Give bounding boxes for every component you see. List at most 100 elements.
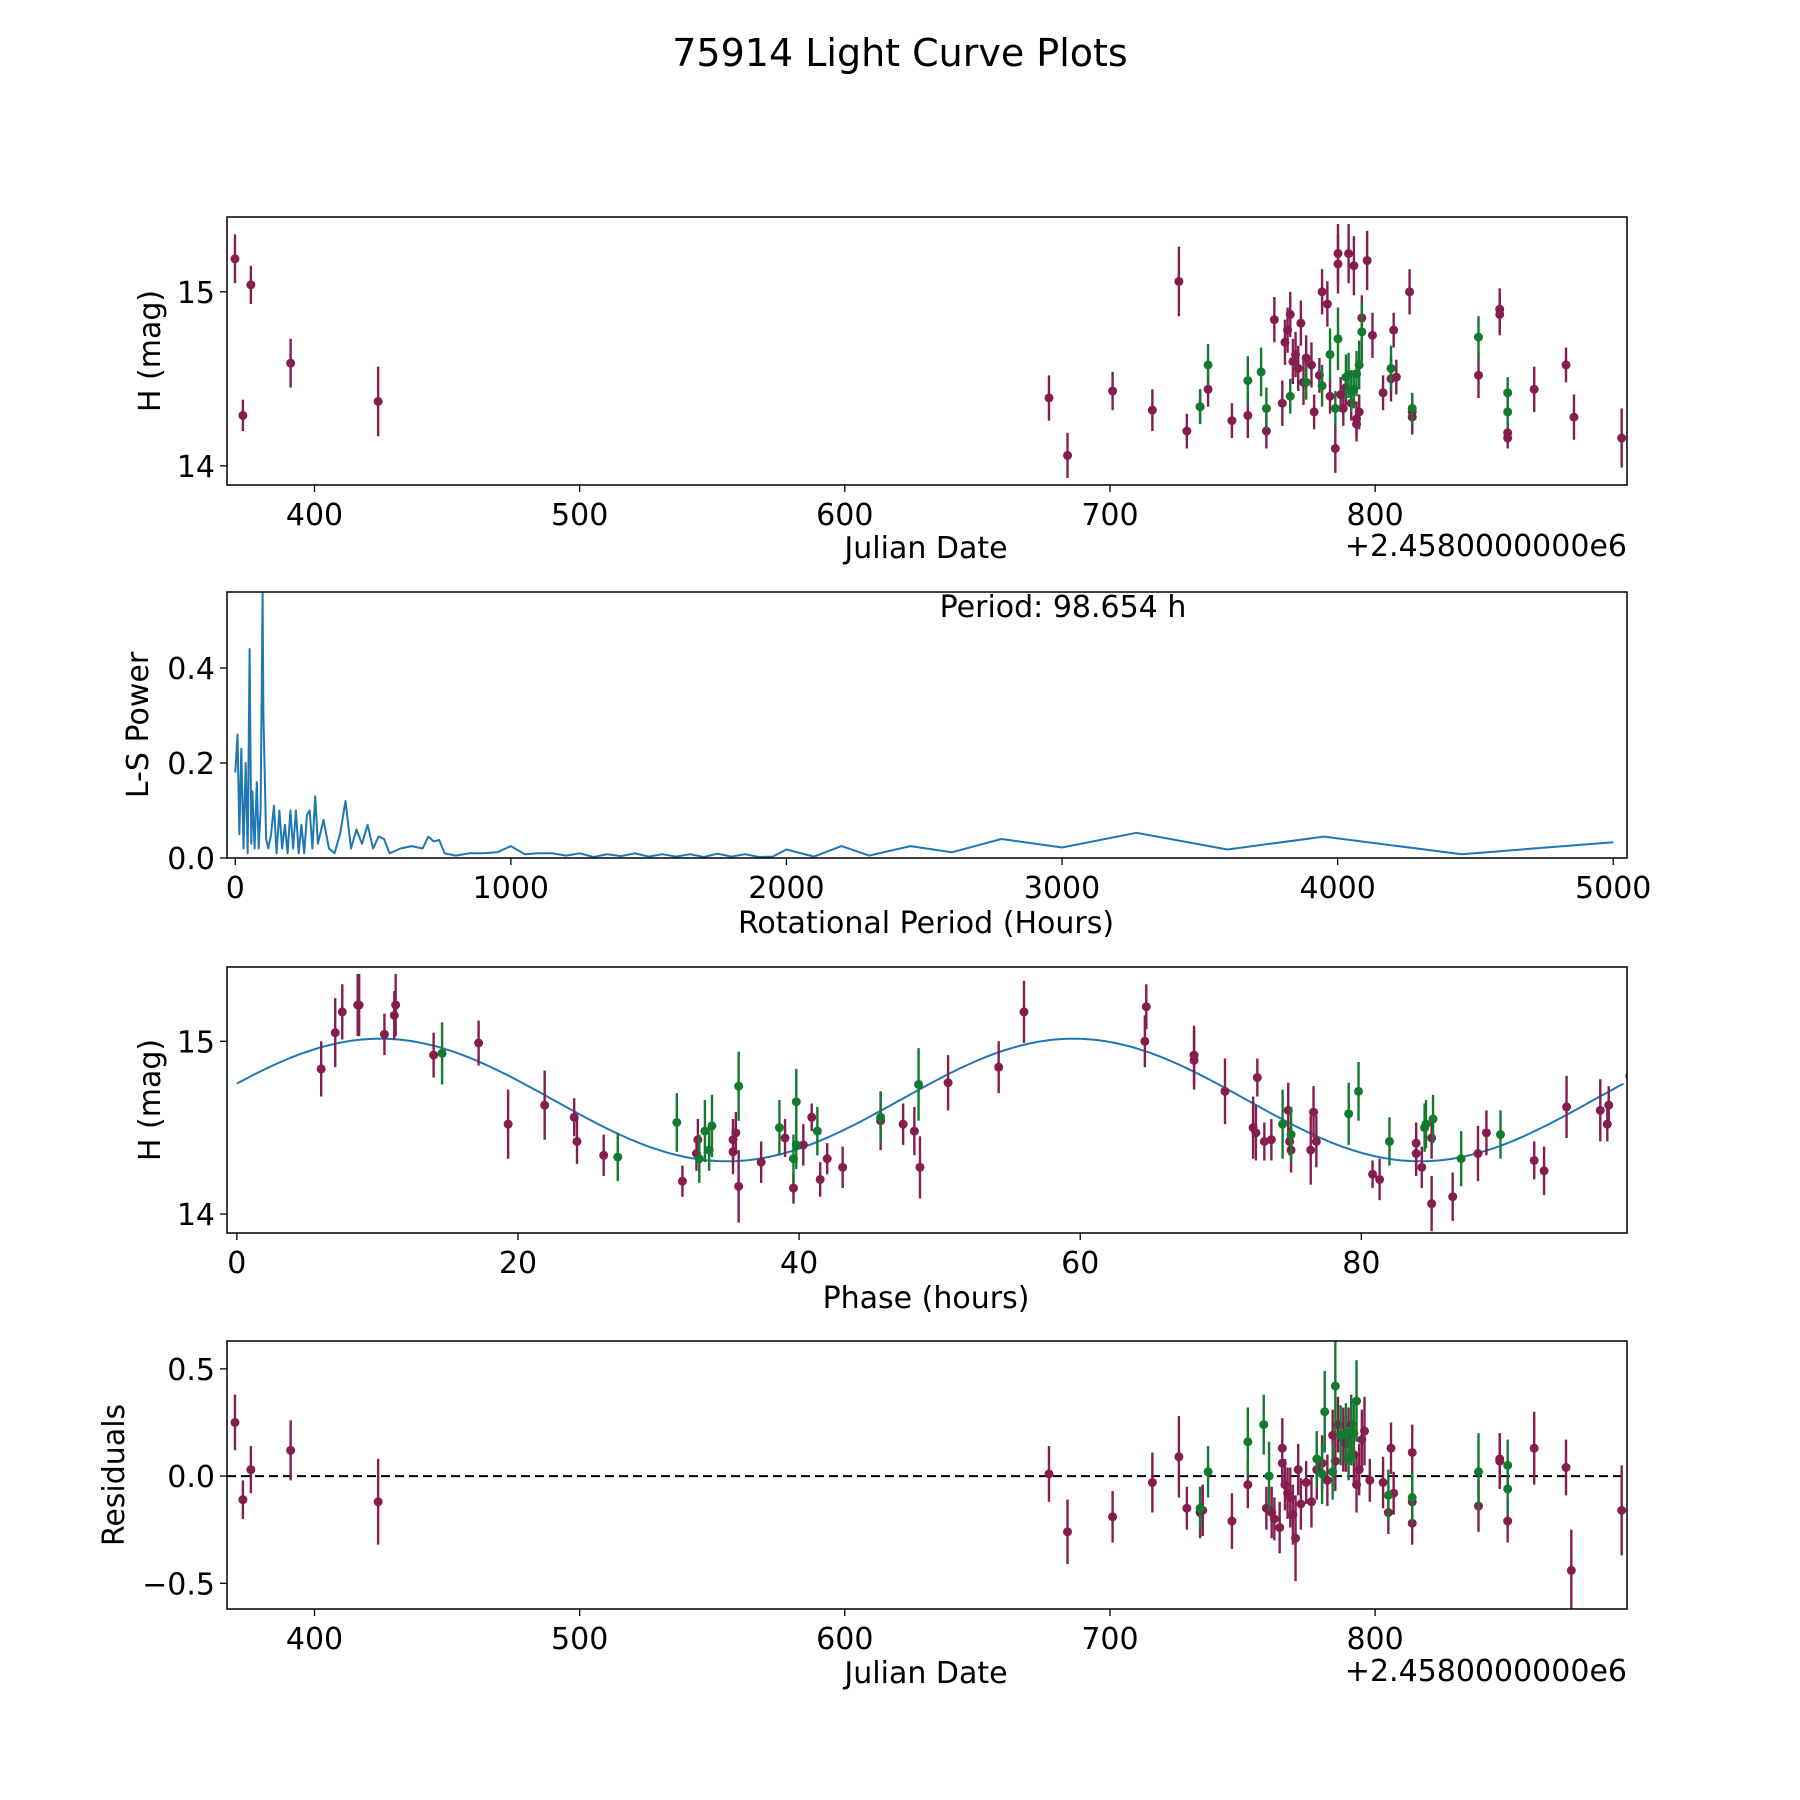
x-tick-label: 400 <box>286 1622 343 1657</box>
data-point-magenta <box>1562 1075 1572 1138</box>
marker <box>1277 398 1287 408</box>
residuals-ylabel: Residuals <box>97 1404 132 1546</box>
data-point-magenta <box>1473 1125 1483 1182</box>
data-point-magenta <box>734 1150 744 1223</box>
y-tick-label: 14 <box>177 450 215 485</box>
data-point-magenta <box>1344 223 1354 284</box>
data-point-magenta <box>1266 1119 1276 1161</box>
marker <box>1309 407 1319 417</box>
periodogram-xlabel: Rotational Period (Hours) <box>738 906 1114 941</box>
marker <box>734 1081 744 1091</box>
x-tick-label: 600 <box>816 498 873 533</box>
data-point-green <box>1474 316 1484 358</box>
phased-panel: 0 20 40 60 80 14 15 Phase (hours) H (mag) <box>133 966 1628 1316</box>
marker <box>1252 1073 1262 1083</box>
marker <box>780 1133 790 1143</box>
marker <box>238 410 248 420</box>
marker <box>1503 407 1513 417</box>
marker <box>1566 1565 1576 1575</box>
data-point-green <box>1264 1441 1274 1511</box>
marker <box>238 1495 248 1505</box>
data-point-magenta <box>330 998 340 1068</box>
data-point-green <box>1286 1106 1296 1163</box>
marker <box>1306 1497 1316 1507</box>
x-tick-label: 500 <box>551 1622 608 1657</box>
marker <box>822 1154 832 1164</box>
data-point-magenta <box>1108 371 1118 411</box>
marker <box>1243 410 1253 420</box>
marker <box>437 1048 447 1058</box>
data-point-magenta <box>1277 380 1287 426</box>
data-point-green <box>700 1100 710 1163</box>
marker <box>1063 1527 1073 1537</box>
marker <box>1203 360 1213 370</box>
marker <box>838 1162 848 1172</box>
marker <box>540 1100 550 1110</box>
data-point-magenta <box>1569 394 1579 440</box>
data-point-magenta <box>822 1143 832 1175</box>
marker <box>1141 1002 1151 1012</box>
data-point-green <box>1195 389 1205 425</box>
x-tick-label: 700 <box>1081 1622 1138 1657</box>
marker <box>1291 1533 1301 1543</box>
marker <box>1427 1199 1437 1209</box>
marker <box>1293 363 1303 373</box>
x-tick-label: 1000 <box>473 871 549 906</box>
data-point-magenta <box>540 1070 550 1140</box>
marker <box>1256 367 1266 377</box>
marker <box>693 1135 703 1145</box>
marker <box>1312 1454 1322 1464</box>
marker <box>373 1497 383 1507</box>
residuals-x-offset: +2.4580000000e6 <box>1345 1654 1627 1689</box>
data-point-magenta <box>1427 1176 1437 1232</box>
marker <box>1264 1471 1274 1481</box>
data-point-magenta <box>1227 403 1237 439</box>
marker <box>1227 1516 1237 1526</box>
marker <box>1367 330 1377 340</box>
marker <box>677 1176 687 1186</box>
data-point-green <box>672 1093 682 1152</box>
data-point-magenta <box>1269 297 1279 343</box>
marker <box>1428 1114 1438 1124</box>
marker <box>1375 1174 1385 1184</box>
data-point-magenta <box>1291 1495 1301 1582</box>
marker <box>1278 1119 1288 1129</box>
marker <box>379 1029 389 1039</box>
marker <box>1386 1443 1396 1453</box>
marker <box>707 1121 717 1131</box>
marker <box>1474 1467 1484 1477</box>
sinusoid-fit-line <box>236 1037 1624 1163</box>
data-point-magenta <box>1277 1418 1287 1479</box>
marker <box>1473 1149 1483 1159</box>
marker <box>1330 1381 1340 1391</box>
marker <box>1320 1407 1330 1417</box>
marker <box>791 1140 801 1150</box>
marker <box>1108 386 1118 396</box>
data-point-green <box>774 1100 784 1156</box>
data-point-magenta <box>909 1106 919 1156</box>
x-tick-label: 800 <box>1346 498 1403 533</box>
data-point-magenta <box>1365 1458 1375 1502</box>
data-point-magenta <box>1251 1105 1261 1161</box>
marker <box>1296 318 1306 328</box>
data-point-magenta <box>1182 1486 1192 1530</box>
marker <box>1495 1456 1505 1466</box>
marker <box>1349 1428 1359 1438</box>
x-tick-label: 2000 <box>748 871 824 906</box>
marker <box>1286 1130 1296 1140</box>
data-point-magenta <box>391 973 401 1037</box>
data-point-magenta <box>1481 1110 1491 1156</box>
data-point-magenta <box>798 1124 808 1166</box>
residuals-panel: 400 500 600 700 800 −0.5 0.0 0.5 Julian Date Re… <box>97 1340 1628 1691</box>
data-point-green <box>1259 1394 1269 1455</box>
x-tick-label: 60 <box>1061 1246 1099 1281</box>
data-point-magenta <box>1063 432 1073 479</box>
data-point-magenta <box>1561 1439 1571 1496</box>
data-point-magenta <box>503 1089 513 1159</box>
marker <box>876 1112 886 1122</box>
data-point-magenta <box>373 366 383 437</box>
data-point-magenta <box>756 1141 766 1183</box>
data-point-green <box>1421 1100 1431 1149</box>
data-point-magenta <box>1317 269 1327 315</box>
data-point-magenta <box>1140 1015 1150 1068</box>
